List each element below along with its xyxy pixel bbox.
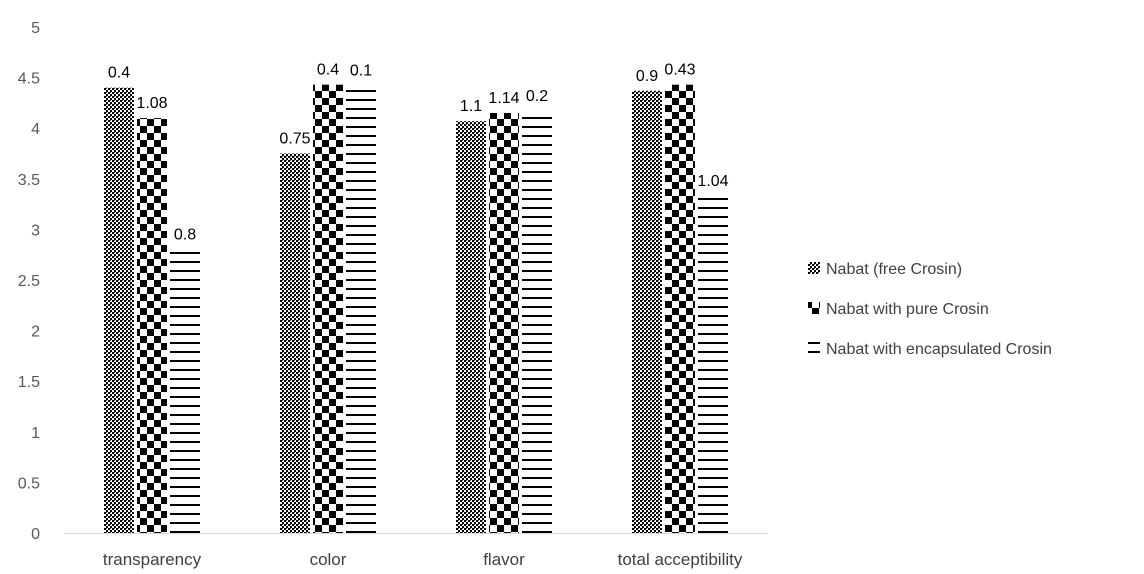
y-tick-label: 0.5 [18, 475, 40, 492]
data-label: 0.4 [108, 65, 130, 82]
bar-nabat-with-encapsulated-crosin-transparency [170, 249, 200, 533]
bar-nabat-with-encapsulated-crosin-color [346, 85, 376, 534]
data-label: 0.8 [174, 227, 196, 244]
legend-label: Nabat with pure Crosin [826, 301, 989, 318]
data-labels: 0.4 1.08 0.8 0.75 0.4 0.1 1.1 1.14 0.2 0.9 0.43 1.0… [108, 62, 729, 244]
bar-nabat-with-pure-crosin-flavor [489, 113, 519, 534]
x-tick-label: total acceptibility [618, 550, 743, 569]
x-tick-label: transparency [103, 550, 202, 569]
bar-nabat-with-pure-crosin-total-acceptibility [665, 84, 695, 534]
y-tick-label: 4.5 [18, 71, 40, 88]
legend-swatch [808, 342, 820, 354]
data-label: 1.1 [460, 98, 482, 115]
legend-label: Nabat with encapsulated Crosin [826, 341, 1052, 358]
y-tick-label: 4 [31, 121, 40, 138]
y-axis-ticks: 0 0.5 1 1.5 2 2.5 3 3.5 4 4.5 5 [18, 20, 40, 543]
bar-nabat-with-encapsulated-crosin-total-acceptibility [698, 196, 728, 533]
data-label: 0.43 [664, 62, 695, 79]
bar-nabat-with-pure-crosin-transparency [137, 118, 167, 533]
bar-nabat-free-crosin-transparency [104, 87, 134, 533]
data-label: 0.2 [526, 88, 548, 105]
y-tick-label: 2 [31, 324, 40, 341]
bars [104, 84, 728, 534]
bar-nabat-free-crosin-total-acceptibility [632, 90, 662, 534]
data-label: 0.4 [317, 62, 339, 79]
y-tick-label: 1.5 [18, 374, 40, 391]
data-label: 0.75 [279, 131, 310, 148]
bar-nabat-with-pure-crosin-color [313, 84, 343, 534]
bar-nabat-free-crosin-flavor [456, 121, 486, 533]
y-tick-label: 2.5 [18, 273, 40, 290]
data-label: 1.04 [697, 173, 728, 190]
y-tick-label: 5 [31, 20, 40, 37]
data-label: 0.9 [636, 68, 658, 85]
bar-nabat-with-encapsulated-crosin-flavor [522, 110, 552, 533]
y-tick-label: 1 [31, 425, 40, 442]
legend-swatch [808, 302, 820, 314]
x-tick-label: flavor [483, 550, 525, 569]
bar-nabat-free-crosin-color [280, 153, 310, 533]
data-label: 1.08 [136, 95, 167, 112]
legend: Nabat (free Crosin) Nabat with pure Crosi… [808, 261, 1052, 358]
legend-label: Nabat (free Crosin) [826, 261, 962, 278]
y-tick-label: 3 [31, 222, 40, 239]
y-tick-label: 0 [31, 526, 40, 543]
y-tick-label: 3.5 [18, 172, 40, 189]
data-label: 0.1 [350, 63, 372, 80]
data-label: 1.14 [488, 90, 519, 107]
category-labels: transparency color flavor total acceptibili… [103, 550, 743, 569]
x-tick-label: color [310, 550, 347, 569]
legend-swatch [808, 262, 820, 274]
